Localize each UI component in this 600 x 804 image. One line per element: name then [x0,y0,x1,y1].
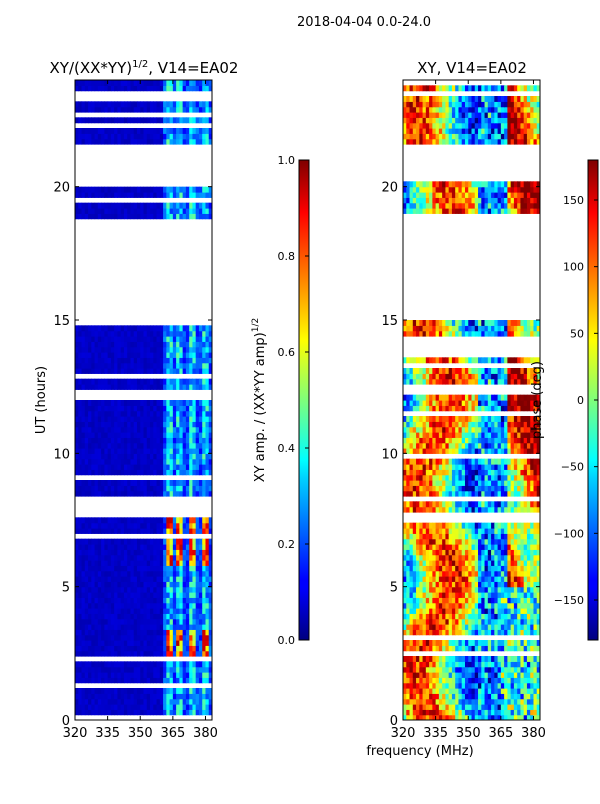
left-colorbar-bar [299,160,309,640]
left-ytick-label: 10 [53,447,70,462]
left-title: XY/(XX*YY)1/2, V14=EA02 [50,59,239,77]
left-ylabel: UT (hours) [34,366,49,434]
left-ytick-label: 15 [53,314,70,329]
left-xtick-label: 380 [193,726,218,741]
left-colorbar-label: XY amp. / (XX*YY amp)1/2 [251,318,268,482]
left-colorbar-tick-label: 0.2 [278,538,296,551]
figure-suptitle: 2018-04-04 0.0-24.0 [297,15,431,30]
left-colorbar-tick-label: 0.0 [278,634,296,647]
left-ytick-label: 20 [53,181,70,196]
left-colorbar: 0.0 0.2 0.4 0.6 0.8 1.0 XY amp. / (XX*YY amp)… [251,154,309,647]
left-ytick-label: 5 [62,581,70,596]
right-heatmap-cells [403,85,541,720]
left-xtick-label: 365 [160,726,185,741]
left-xtick-label: 335 [95,726,120,741]
left-colorbar-tick-label: 0.6 [278,346,296,359]
left-colorbar-tick-label: 0.8 [278,250,296,263]
left-colorbar-tick-label: 1.0 [278,154,296,167]
left-colorbar-tick-label: 0.4 [278,442,296,455]
right-title: XY, V14=EA02 [417,59,527,77]
left-ytick-label: 0 [62,714,70,729]
left-heatmap-cells [75,80,213,715]
left-xtick-label: 350 [128,726,153,741]
